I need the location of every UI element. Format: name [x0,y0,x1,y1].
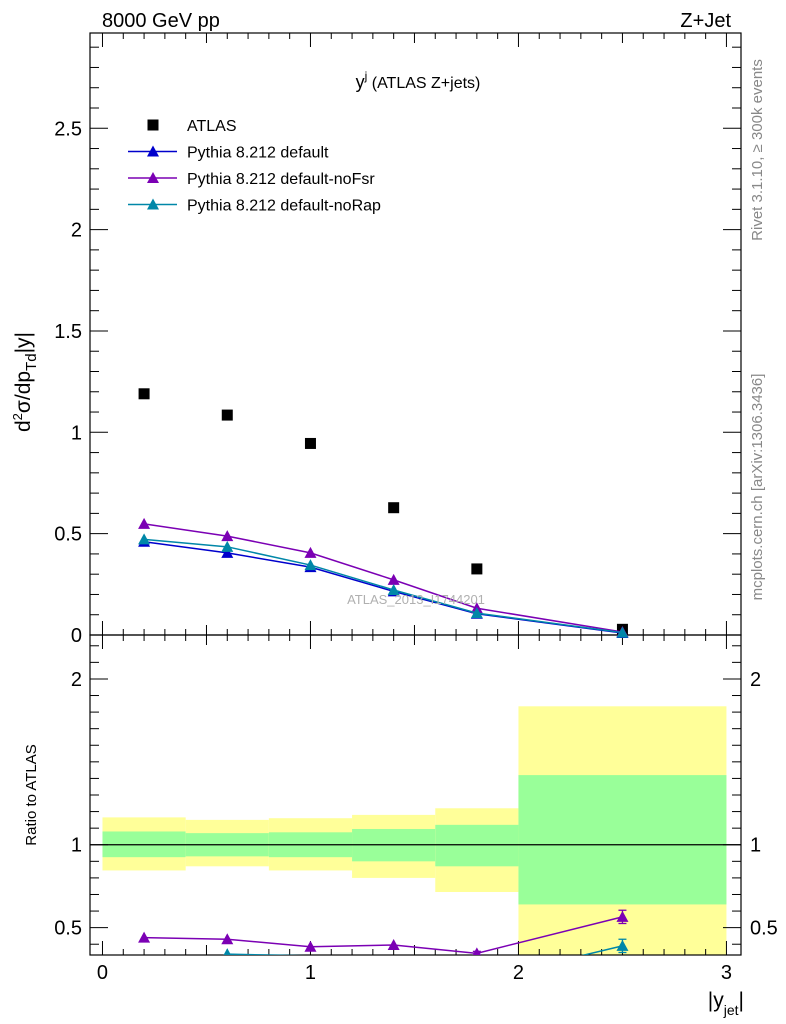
header-left: 8000 GeV pp [102,10,220,32]
x-tick-label: 2 [513,962,524,984]
legend-label-pythia-8-212-default: Pythia 8.212 default [187,145,329,162]
plot-title-main: y [356,72,365,92]
main-y-tick-label: 1.5 [54,321,82,343]
ratio-y-tick-label-right: 2 [750,669,761,691]
ratio-y-tick-label-right: 1 [750,835,761,857]
ratio-y-tick-label-left: 2 [71,669,82,691]
data-point-pythia-8-212-default-norap [387,584,400,596]
data-point-atlas [221,409,233,421]
plot-title-rest: (ATLAS Z+jets) [367,75,480,92]
ratio-series-clipped [138,909,629,955]
data-point-pythia-8-212-default-norap [304,559,317,571]
legend-marker-atlas [147,119,159,131]
data-point-pythia-8-212-default-nofsr [138,517,151,529]
ratio-point-pythia-8-212-default-nofsr [616,910,629,922]
plot-title: yj (ATLAS Z+jets) [356,69,481,92]
ratio-line-pythia-8-212-default-norap [227,945,623,955]
ratio-point-pythia-8-212-default-nofsr [304,940,317,952]
ratio-band-inner-5 [518,775,727,905]
ratio-y-tick-label-left: 1 [71,835,82,857]
header-right: Z+Jet [680,10,731,32]
legend-marker-pythia-8-212-default-norap [147,198,159,210]
ratio-point-pythia-8-212-default-norap [559,954,561,955]
data-point-pythia-8-212-default-nofsr [387,573,400,585]
ratio-point-pythia-8-212-default-nofsr [472,947,482,955]
ratio-point-pythia-8-212-default-nofsr [221,933,234,945]
data-point-pythia-8-212-default-norap [221,540,234,552]
ratio-y-tick-label-right: 0.5 [750,918,778,940]
main-y-tick-label: 0 [71,625,82,647]
main-y-axis-label: d2σ/dpTd|y| [10,332,40,432]
ratio-y-axis-label: Ratio to ATLAS [23,744,40,845]
x-tick-label: 3 [721,962,732,984]
legend: ATLAS Pythia 8.212 default Pythia 8.212 de… [128,118,381,215]
main-plot-series [138,388,629,638]
main-y-tick-label: 1 [71,422,82,444]
watermark: ATLAS_2013_I1744201 [347,592,485,607]
data-point-pythia-8-212-default [221,546,234,558]
x-axis-label: |yjet| [708,989,744,1018]
ratio-line-pythia-8-212-default-nofsr [144,916,623,955]
main-y-tick-label: 0.5 [54,524,82,546]
data-point-pythia-8-212-default-norap [138,533,151,545]
data-point-atlas [304,437,316,449]
x-tick-label: 0 [97,962,108,984]
ratio-band-inner-4 [435,824,519,867]
series-line-pythia-8-212-default-nofsr [143,523,623,633]
data-point-pythia-8-212-default-nofsr [221,530,234,542]
data-point-pythia-8-212-default-norap [616,626,629,638]
data-point-atlas [471,563,483,575]
ratio-y-tick-label-left: 0.5 [54,918,82,940]
data-point-pythia-8-212-default-nofsr [304,546,317,558]
ratio-point-pythia-8-212-default-norap [616,939,629,951]
ratio-point-pythia-8-212-default-nofsr [387,939,400,951]
legend-label-pythia-8-212-default-nofsr: Pythia 8.212 default-noFsr [187,171,375,188]
legend-marker-pythia-8-212-default [147,145,159,157]
mcplots-label: mcplots.cern.ch [arXiv:1306.3436] [749,374,766,601]
ratio-plot-frame: 0 1 2 3 0.5 0.5 1 1 2 2 [54,634,778,984]
plot-title-sup: j [364,69,368,83]
ratio-plot-series [138,909,629,955]
ratio-point-pythia-8-212-default-nofsr [138,931,151,943]
x-tick-label: 1 [305,962,316,984]
data-point-pythia-8-212-default-norap [470,607,483,619]
ratio-point-pythia-8-212-default-norap [223,948,231,955]
legend-label-pythia-8-212-default-norap: Pythia 8.212 default-noRap [187,198,381,215]
legend-label-atlas: ATLAS [187,118,237,135]
legend-marker-pythia-8-212-default-nofsr [147,172,159,183]
main-y-tick-label: 2.5 [54,118,82,140]
rivet-label: Rivet 3.1.10, ≥ 300k events [749,59,766,241]
data-point-atlas [138,388,150,400]
main-y-tick-label: 2 [71,220,82,242]
ratio-error-bands [90,706,741,955]
main-plot-frame: 0 0.5 1 1.5 2 2.5 [54,32,742,647]
series-line-pythia-8-212-default-norap [144,538,623,634]
data-point-atlas [388,502,400,514]
